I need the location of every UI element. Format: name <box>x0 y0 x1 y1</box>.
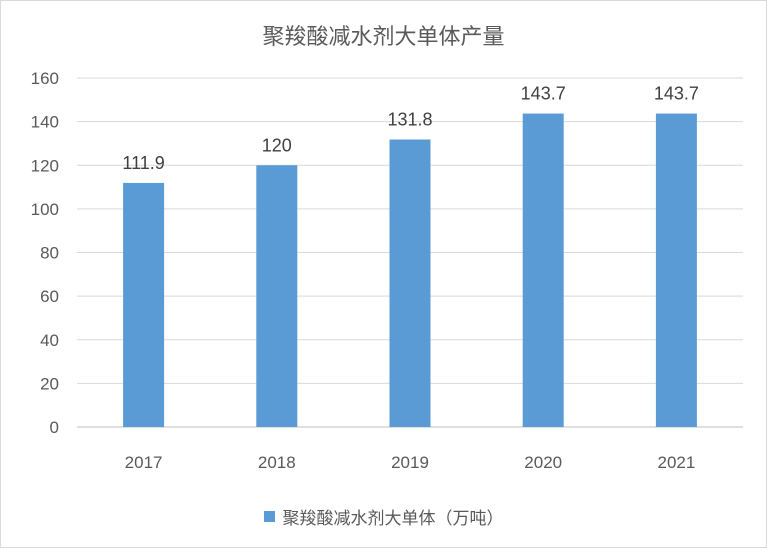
legend-swatch <box>263 511 275 522</box>
y-tick-label: 80 <box>40 244 59 263</box>
bar <box>522 113 564 427</box>
x-tick-label: 2020 <box>524 453 562 472</box>
y-tick-label: 60 <box>40 287 59 306</box>
data-label: 143.7 <box>654 84 699 104</box>
y-tick-label: 20 <box>40 374 59 393</box>
bar <box>256 165 298 427</box>
data-label: 111.9 <box>122 153 164 173</box>
y-tick-label: 140 <box>31 113 59 132</box>
y-tick-label: 160 <box>31 69 59 88</box>
y-tick-label: 120 <box>31 156 59 175</box>
y-tick-label: 0 <box>50 418 59 437</box>
data-label: 120 <box>262 135 292 155</box>
bar <box>655 113 697 427</box>
data-label: 131.8 <box>387 110 432 130</box>
x-tick-label: 2019 <box>391 453 429 472</box>
legend: 聚羧酸减水剂大单体（万吨） <box>1 504 766 529</box>
data-label: 143.7 <box>521 84 566 104</box>
y-tick-label: 40 <box>40 331 59 350</box>
x-tick-label: 2018 <box>258 453 296 472</box>
chart-title: 聚羧酸减水剂大单体产量 <box>262 25 505 50</box>
bar <box>389 139 431 428</box>
x-tick-label: 2017 <box>125 453 163 472</box>
bar <box>123 182 165 427</box>
legend-label: 聚羧酸减水剂大单体（万吨） <box>282 509 504 529</box>
x-tick-label: 2021 <box>657 453 695 472</box>
y-tick-label: 100 <box>31 200 59 219</box>
